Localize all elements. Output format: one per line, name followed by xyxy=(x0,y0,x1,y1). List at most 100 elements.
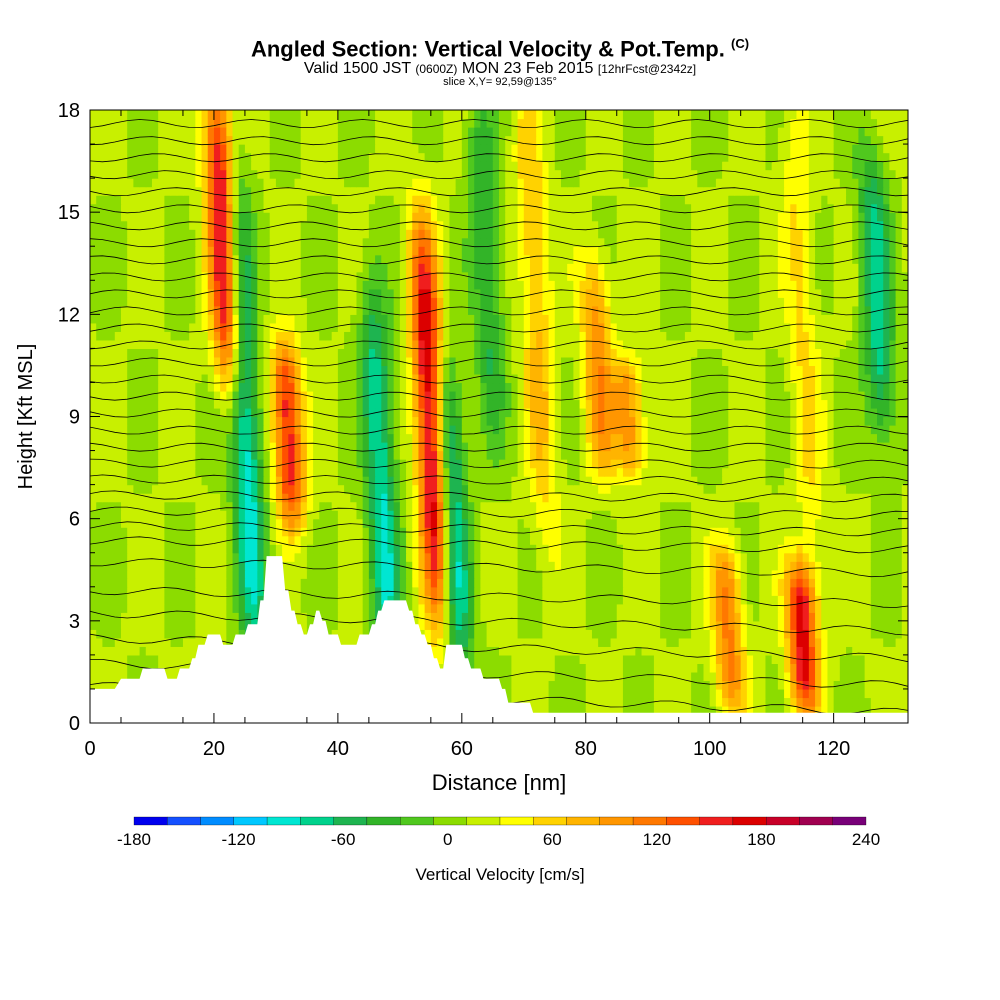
velocity-cell xyxy=(300,586,308,596)
velocity-cell xyxy=(344,629,351,639)
velocity-cell xyxy=(598,552,605,562)
velocity-cell xyxy=(244,442,252,452)
chart-title-units: (C) xyxy=(731,36,750,51)
velocity-cell xyxy=(660,501,667,511)
velocity-cell xyxy=(846,518,853,528)
velocity-cell xyxy=(660,459,667,469)
velocity-cell xyxy=(468,501,475,511)
velocity-cell xyxy=(579,586,587,596)
velocity-cell xyxy=(375,476,382,486)
velocity-cell xyxy=(839,637,847,647)
velocity-cell xyxy=(120,518,128,528)
velocity-cell xyxy=(765,552,773,562)
velocity-cell xyxy=(622,612,630,622)
velocity-cell xyxy=(796,561,804,571)
velocity-cell xyxy=(821,425,829,435)
velocity-cell xyxy=(468,510,475,520)
velocity-cell xyxy=(895,552,903,562)
velocity-cell xyxy=(449,510,457,520)
velocity-cell xyxy=(852,612,860,622)
velocity-cell xyxy=(709,586,717,596)
velocity-cell xyxy=(821,433,829,443)
velocity-cell xyxy=(344,612,351,622)
velocity-cell xyxy=(567,518,574,528)
velocity-cell xyxy=(604,450,612,460)
velocity-cell xyxy=(554,425,562,435)
velocity-cell xyxy=(802,510,810,520)
velocity-cell xyxy=(536,612,543,622)
velocity-cell xyxy=(275,476,283,486)
velocity-cell xyxy=(523,416,531,426)
velocity-cell xyxy=(449,416,457,426)
velocity-cell xyxy=(282,450,289,460)
velocity-cell xyxy=(833,484,841,494)
velocity-cell xyxy=(629,518,636,528)
velocity-cell xyxy=(96,450,103,460)
velocity-cell xyxy=(660,467,667,477)
velocity-cell xyxy=(641,705,649,716)
velocity-cell xyxy=(207,518,215,528)
velocity-cell xyxy=(573,671,581,682)
velocity-cell xyxy=(796,646,804,656)
velocity-cell xyxy=(90,612,97,622)
velocity-cell xyxy=(554,705,562,716)
velocity-cell xyxy=(102,620,110,630)
velocity-cell xyxy=(883,612,891,622)
velocity-cell xyxy=(895,646,903,656)
velocity-cell xyxy=(802,603,810,613)
velocity-cell xyxy=(622,476,630,486)
velocity-cell xyxy=(635,629,643,639)
velocity-cell xyxy=(616,629,624,639)
velocity-cell xyxy=(96,680,103,690)
velocity-cell xyxy=(833,612,841,622)
velocity-cell xyxy=(139,416,147,426)
velocity-cell xyxy=(474,425,482,435)
velocity-cell xyxy=(257,518,265,528)
velocity-cell xyxy=(90,416,97,426)
velocity-cell xyxy=(139,544,147,554)
velocity-cell xyxy=(542,476,550,486)
velocity-cell xyxy=(777,654,785,665)
velocity-cell xyxy=(610,535,618,545)
velocity-cell xyxy=(852,552,860,562)
velocity-cell xyxy=(697,654,705,665)
velocity-cell xyxy=(722,544,729,554)
velocity-cell xyxy=(746,620,754,630)
velocity-cell xyxy=(554,484,562,494)
velocity-cell xyxy=(777,416,785,426)
velocity-cell xyxy=(635,561,643,571)
velocity-cell xyxy=(90,680,97,690)
velocity-cell xyxy=(629,493,636,503)
velocity-cell xyxy=(784,476,791,486)
velocity-cell xyxy=(672,697,680,707)
velocity-cell xyxy=(455,629,463,639)
velocity-cell xyxy=(108,561,116,571)
velocity-cell xyxy=(486,603,494,613)
velocity-cell xyxy=(610,510,618,520)
velocity-cell xyxy=(864,493,872,503)
velocity-cell xyxy=(573,416,581,426)
velocity-cell xyxy=(418,595,426,605)
velocity-cell xyxy=(759,697,767,707)
velocity-cell xyxy=(790,697,798,707)
velocity-cell xyxy=(889,620,897,630)
velocity-cell xyxy=(709,637,717,647)
velocity-cell xyxy=(145,527,153,537)
velocity-cell xyxy=(424,561,432,571)
velocity-cell xyxy=(802,433,810,443)
velocity-cell xyxy=(418,586,426,596)
velocity-cell xyxy=(362,544,370,554)
velocity-cell xyxy=(325,586,333,596)
velocity-cell xyxy=(350,637,358,647)
velocity-cell xyxy=(133,501,141,511)
velocity-cell xyxy=(275,467,283,477)
velocity-cell xyxy=(678,620,686,630)
velocity-cell xyxy=(622,450,630,460)
velocity-cell xyxy=(127,493,134,503)
velocity-cell xyxy=(870,569,878,579)
velocity-cell xyxy=(883,705,891,716)
velocity-cell xyxy=(412,595,420,605)
velocity-cell xyxy=(877,510,884,520)
velocity-cell xyxy=(641,518,649,528)
velocity-cell xyxy=(90,399,97,409)
